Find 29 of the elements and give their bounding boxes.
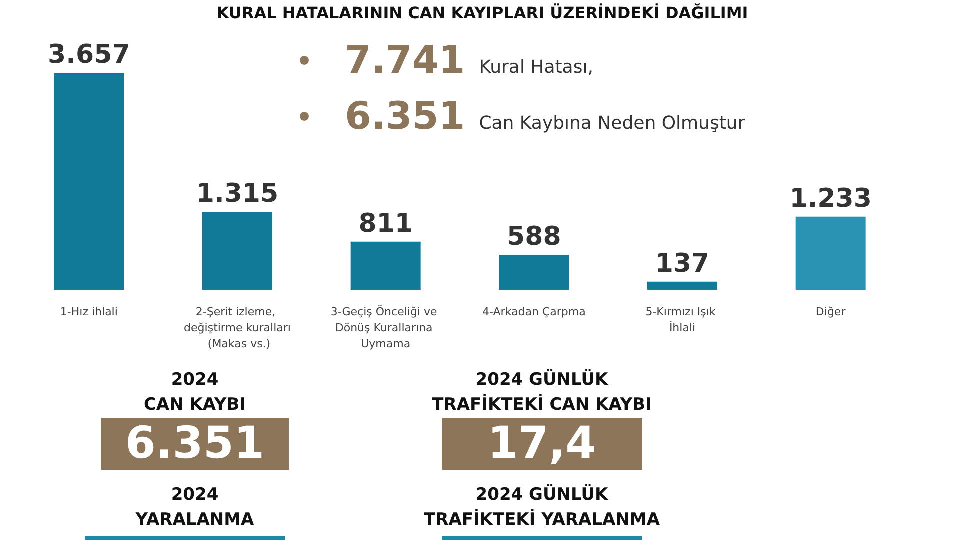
data-label: 811	[358, 208, 413, 239]
chart-title: KURAL HATALARININ CAN KAYIPLARI ÜZERİNDEKİ DAĞILIMI	[216, 4, 748, 22]
data-label: 3.657	[48, 40, 130, 70]
x-tick-label: 4-Arkadan Çarpma	[482, 306, 586, 318]
annotation: 6.351	[345, 94, 466, 138]
x-tick-label: 3-Geçiş Önceliği ve Dönüş Kurallarına Uymama	[330, 304, 441, 350]
x-tick-label: 1-Hız ihlali	[60, 306, 118, 318]
bar	[54, 73, 124, 290]
data-label: 588	[507, 222, 562, 252]
x-tick-label: 2-Şerit izleme, değiştirme kuralları (Makas vs.)	[184, 306, 291, 350]
text: 2024 GÜNLÜK TRAFİKTEKİ CAN KAYBI	[431, 368, 653, 417]
text: 17,4	[442, 418, 642, 470]
bar	[202, 212, 272, 290]
x-tick-label: Diğer	[816, 306, 846, 318]
bar	[499, 255, 570, 290]
annotation: Kural Hatası,	[479, 57, 594, 78]
annotation: 7.741	[345, 38, 466, 82]
bar	[648, 282, 718, 290]
data-label: 137	[655, 248, 710, 279]
text: 2024 CAN KAYBI	[142, 369, 248, 417]
text: 2024 GÜNLÜK TRAFİKTEKİ YARALANMA	[423, 483, 661, 532]
data-label: 1.315	[196, 178, 279, 209]
annotation: Can Kaybına Neden Olmuştur	[479, 113, 746, 134]
text: 2024 YARALANMA	[134, 484, 256, 532]
bar	[350, 242, 421, 290]
x-tick-label: 5-Kırmızı Işık İhlali	[646, 306, 720, 334]
data-label: 1.233	[790, 184, 872, 214]
bar	[796, 216, 866, 290]
text: 6.351	[101, 418, 289, 470]
